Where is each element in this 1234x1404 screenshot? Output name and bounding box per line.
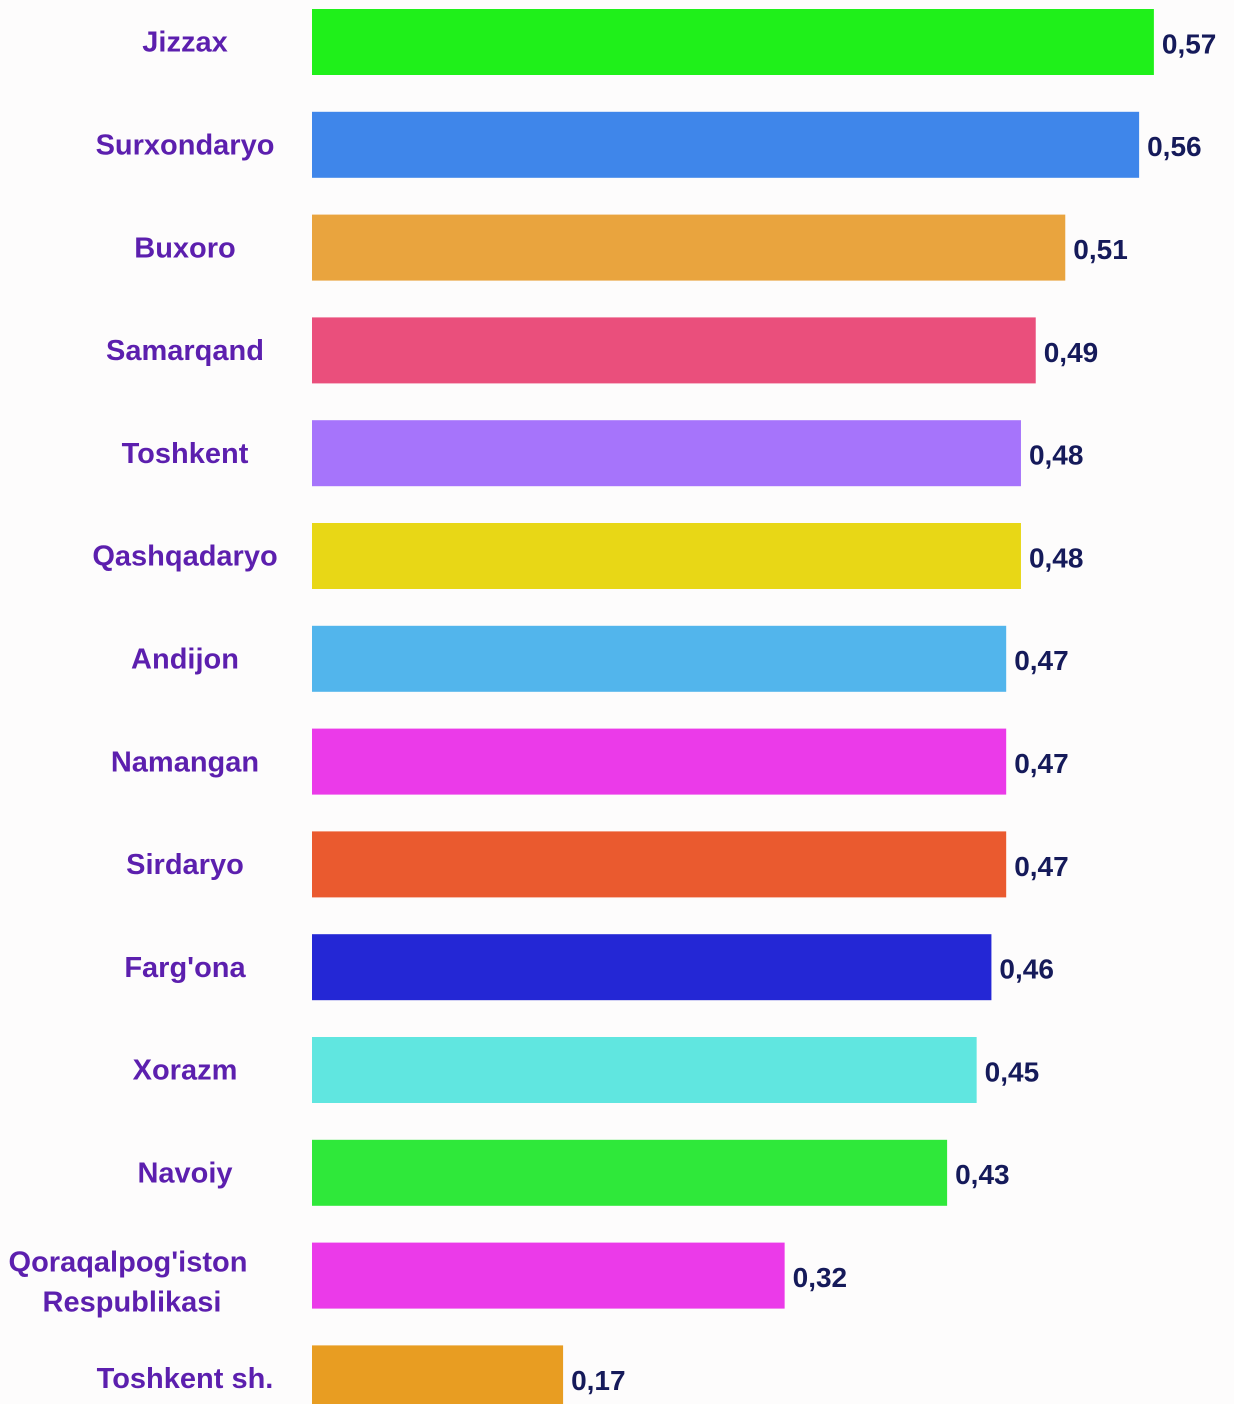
category-label: Navoiy — [137, 1157, 232, 1189]
value-label: 0,48 — [1029, 542, 1084, 573]
value-label: 0,46 — [999, 954, 1053, 985]
category-label: Qashqadaryo — [92, 541, 277, 573]
bar — [312, 9, 1154, 75]
bar — [312, 728, 1007, 795]
value-label: 0,47 — [1014, 851, 1068, 882]
bar — [312, 111, 1140, 178]
category-label: Toshkent sh. — [97, 1363, 274, 1395]
value-label: 0,56 — [1147, 131, 1202, 162]
bar — [312, 1037, 977, 1103]
category-label: Buxoro — [134, 232, 236, 264]
bar — [312, 1139, 948, 1206]
category-label: Farg'ona — [124, 952, 246, 984]
bar — [312, 831, 1007, 898]
bar — [312, 420, 1021, 487]
category-label: Samarqand — [106, 335, 264, 367]
value-label: 0,32 — [793, 1262, 848, 1293]
category-label: Andijon — [131, 643, 239, 675]
category-label-line: Respublikasi — [43, 1286, 222, 1318]
bar — [312, 317, 1036, 384]
category-label: Surxondaryo — [96, 129, 275, 161]
bar — [312, 523, 1021, 589]
value-label: 0,48 — [1029, 440, 1084, 471]
value-label: 0,43 — [955, 1159, 1010, 1190]
category-label: Xorazm — [133, 1055, 238, 1087]
value-label: 0,45 — [985, 1056, 1040, 1087]
value-label: 0,47 — [1014, 748, 1068, 779]
value-label: 0,57 — [1162, 28, 1217, 59]
value-label: 0,49 — [1044, 337, 1099, 368]
category-label: Sirdaryo — [126, 849, 244, 881]
bar — [312, 1345, 564, 1404]
bar — [312, 214, 1066, 281]
category-label: Toshkent — [122, 438, 249, 470]
value-label: 0,51 — [1073, 234, 1128, 265]
bar — [312, 625, 1007, 692]
bar — [312, 1242, 785, 1309]
value-label: 0,17 — [571, 1365, 626, 1396]
category-label-line: Qoraqalpog'iston — [9, 1246, 256, 1278]
value-label: 0,47 — [1014, 645, 1068, 676]
category-label: Qoraqalpog'iston Respublikasi — [9, 1246, 256, 1318]
category-label: Namangan — [111, 746, 259, 778]
category-label: Jizzax — [142, 27, 227, 59]
bar — [312, 934, 992, 1001]
